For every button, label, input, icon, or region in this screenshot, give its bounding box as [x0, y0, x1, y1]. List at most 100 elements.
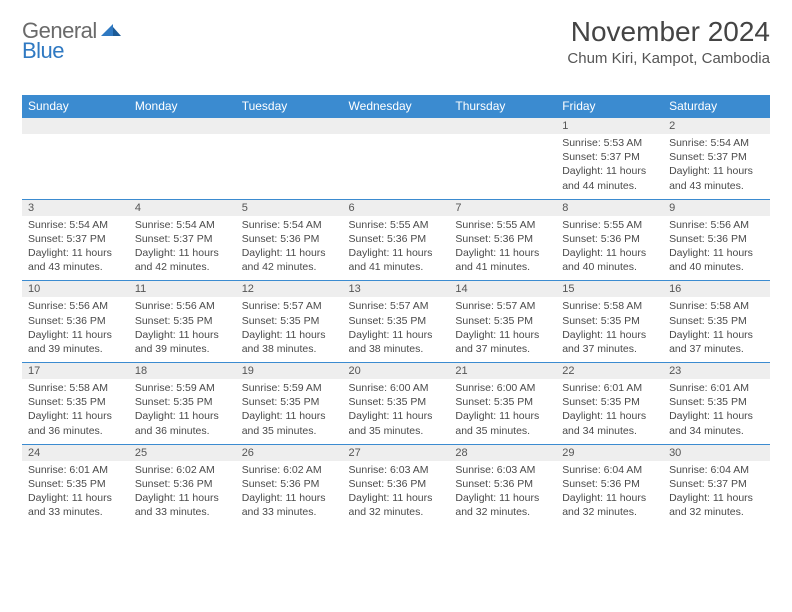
sunrise-text: Sunrise: 5:56 AM: [669, 218, 764, 232]
daylight-text: Daylight: 11 hours and 34 minutes.: [669, 409, 764, 437]
sunrise-text: Sunrise: 6:00 AM: [349, 381, 444, 395]
day-detail-cell: Sunrise: 6:02 AMSunset: 5:36 PMDaylight:…: [236, 461, 343, 526]
day-detail-cell: [236, 134, 343, 199]
sunrise-text: Sunrise: 5:55 AM: [455, 218, 550, 232]
daylight-text: Daylight: 11 hours and 37 minutes.: [669, 328, 764, 356]
day-number-cell: 8: [556, 199, 663, 216]
sunrise-text: Sunrise: 5:54 AM: [135, 218, 230, 232]
month-title: November 2024: [567, 16, 770, 48]
day-detail-cell: Sunrise: 6:02 AMSunset: 5:36 PMDaylight:…: [129, 461, 236, 526]
daylight-text: Daylight: 11 hours and 42 minutes.: [242, 246, 337, 274]
daylight-text: Daylight: 11 hours and 35 minutes.: [455, 409, 550, 437]
day-number-cell: 9: [663, 199, 770, 216]
day-number-cell: [449, 118, 556, 135]
sunset-text: Sunset: 5:35 PM: [562, 314, 657, 328]
logo-text-blue: Blue: [22, 38, 64, 63]
daylight-text: Daylight: 11 hours and 32 minutes.: [349, 491, 444, 519]
sunset-text: Sunset: 5:35 PM: [28, 477, 123, 491]
day-detail-cell: Sunrise: 5:53 AMSunset: 5:37 PMDaylight:…: [556, 134, 663, 199]
daylight-text: Daylight: 11 hours and 38 minutes.: [242, 328, 337, 356]
daylight-text: Daylight: 11 hours and 36 minutes.: [28, 409, 123, 437]
day-number-cell: 3: [22, 199, 129, 216]
logo-blue-row: Blue: [22, 38, 64, 64]
sunrise-text: Sunrise: 5:58 AM: [562, 299, 657, 313]
day-detail-cell: [22, 134, 129, 199]
day-detail-cell: Sunrise: 6:03 AMSunset: 5:36 PMDaylight:…: [343, 461, 450, 526]
day-detail-cell: Sunrise: 5:56 AMSunset: 5:36 PMDaylight:…: [22, 297, 129, 362]
daylight-text: Daylight: 11 hours and 42 minutes.: [135, 246, 230, 274]
sunset-text: Sunset: 5:35 PM: [242, 395, 337, 409]
daylight-text: Daylight: 11 hours and 33 minutes.: [135, 491, 230, 519]
sunrise-text: Sunrise: 5:59 AM: [242, 381, 337, 395]
daylight-text: Daylight: 11 hours and 38 minutes.: [349, 328, 444, 356]
daylight-text: Daylight: 11 hours and 43 minutes.: [28, 246, 123, 274]
sunrise-text: Sunrise: 5:59 AM: [135, 381, 230, 395]
day-number-cell: 27: [343, 444, 450, 461]
day-detail-cell: Sunrise: 5:59 AMSunset: 5:35 PMDaylight:…: [129, 379, 236, 444]
day-detail-cell: Sunrise: 5:56 AMSunset: 5:35 PMDaylight:…: [129, 297, 236, 362]
daylight-text: Daylight: 11 hours and 35 minutes.: [242, 409, 337, 437]
day-number-cell: 25: [129, 444, 236, 461]
day-detail-cell: Sunrise: 5:57 AMSunset: 5:35 PMDaylight:…: [449, 297, 556, 362]
logo-mark-icon: [101, 20, 121, 43]
day-number-cell: 29: [556, 444, 663, 461]
sunset-text: Sunset: 5:37 PM: [562, 150, 657, 164]
day-detail-cell: Sunrise: 6:01 AMSunset: 5:35 PMDaylight:…: [663, 379, 770, 444]
daylight-text: Daylight: 11 hours and 33 minutes.: [28, 491, 123, 519]
day-detail-cell: Sunrise: 6:00 AMSunset: 5:35 PMDaylight:…: [449, 379, 556, 444]
sunset-text: Sunset: 5:36 PM: [242, 477, 337, 491]
day-number-cell: 23: [663, 363, 770, 380]
sunset-text: Sunset: 5:36 PM: [242, 232, 337, 246]
day-detail-cell: Sunrise: 5:57 AMSunset: 5:35 PMDaylight:…: [236, 297, 343, 362]
sunrise-text: Sunrise: 5:56 AM: [135, 299, 230, 313]
daylight-text: Daylight: 11 hours and 40 minutes.: [669, 246, 764, 274]
day-number-cell: 28: [449, 444, 556, 461]
title-block: November 2024 Chum Kiri, Kampot, Cambodi…: [567, 16, 770, 67]
day-number-cell: 15: [556, 281, 663, 298]
sunset-text: Sunset: 5:35 PM: [135, 395, 230, 409]
day-detail-cell: [449, 134, 556, 199]
day-number-cell: 1: [556, 118, 663, 135]
day-number-cell: [129, 118, 236, 135]
sunset-text: Sunset: 5:36 PM: [562, 477, 657, 491]
day-detail-cell: [343, 134, 450, 199]
daylight-text: Daylight: 11 hours and 39 minutes.: [28, 328, 123, 356]
sunrise-text: Sunrise: 6:02 AM: [135, 463, 230, 477]
day-detail-cell: Sunrise: 5:55 AMSunset: 5:36 PMDaylight:…: [343, 216, 450, 281]
sunset-text: Sunset: 5:35 PM: [28, 395, 123, 409]
day-detail-cell: Sunrise: 6:04 AMSunset: 5:36 PMDaylight:…: [556, 461, 663, 526]
day-number-cell: 19: [236, 363, 343, 380]
sunset-text: Sunset: 5:35 PM: [455, 314, 550, 328]
day-detail-cell: Sunrise: 5:55 AMSunset: 5:36 PMDaylight:…: [556, 216, 663, 281]
daylight-text: Daylight: 11 hours and 37 minutes.: [562, 328, 657, 356]
sunrise-text: Sunrise: 6:04 AM: [562, 463, 657, 477]
day-number-cell: 26: [236, 444, 343, 461]
sunrise-text: Sunrise: 5:58 AM: [669, 299, 764, 313]
day-detail-cell: Sunrise: 5:58 AMSunset: 5:35 PMDaylight:…: [663, 297, 770, 362]
day-number-cell: 5: [236, 199, 343, 216]
weekday-header: Wednesday: [343, 95, 450, 118]
day-number-cell: 17: [22, 363, 129, 380]
daylight-text: Daylight: 11 hours and 32 minutes.: [562, 491, 657, 519]
sunset-text: Sunset: 5:36 PM: [562, 232, 657, 246]
sunset-text: Sunset: 5:36 PM: [349, 477, 444, 491]
header: General November 2024 Chum Kiri, Kampot,…: [22, 16, 770, 67]
sunrise-text: Sunrise: 6:02 AM: [242, 463, 337, 477]
weekday-header: Tuesday: [236, 95, 343, 118]
sunset-text: Sunset: 5:36 PM: [455, 477, 550, 491]
day-detail-cell: [129, 134, 236, 199]
day-detail-cell: Sunrise: 5:54 AMSunset: 5:37 PMDaylight:…: [663, 134, 770, 199]
day-detail-cell: Sunrise: 6:01 AMSunset: 5:35 PMDaylight:…: [556, 379, 663, 444]
daylight-text: Daylight: 11 hours and 43 minutes.: [669, 164, 764, 192]
sunset-text: Sunset: 5:35 PM: [349, 314, 444, 328]
sunrise-text: Sunrise: 5:55 AM: [562, 218, 657, 232]
sunset-text: Sunset: 5:35 PM: [669, 314, 764, 328]
sunrise-text: Sunrise: 5:54 AM: [242, 218, 337, 232]
day-detail-cell: Sunrise: 6:04 AMSunset: 5:37 PMDaylight:…: [663, 461, 770, 526]
sunrise-text: Sunrise: 6:01 AM: [28, 463, 123, 477]
day-number-cell: 21: [449, 363, 556, 380]
sunrise-text: Sunrise: 5:57 AM: [349, 299, 444, 313]
sunset-text: Sunset: 5:35 PM: [242, 314, 337, 328]
day-number-cell: 22: [556, 363, 663, 380]
sunset-text: Sunset: 5:37 PM: [669, 150, 764, 164]
